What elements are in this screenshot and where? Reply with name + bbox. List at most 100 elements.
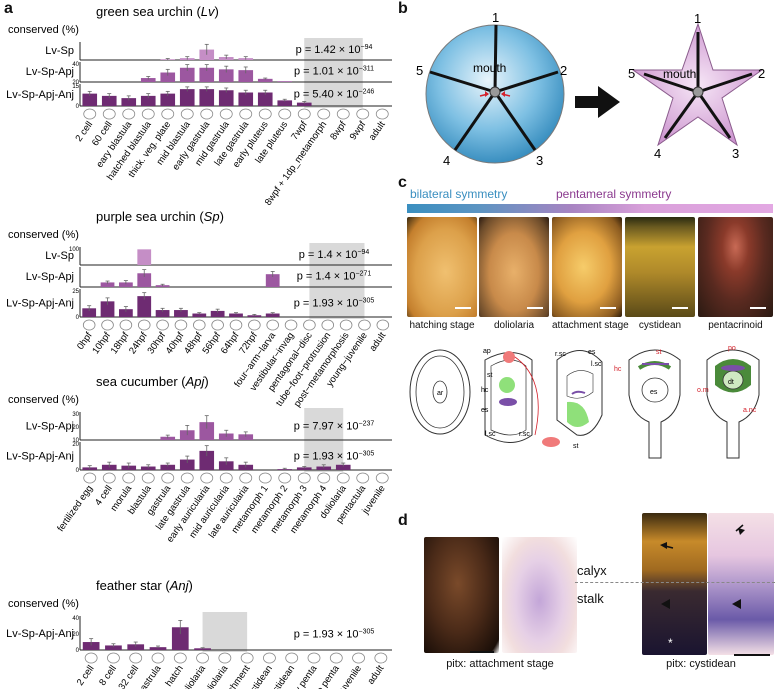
stage-icon <box>173 652 187 664</box>
stage-icon <box>239 472 253 484</box>
label-lsc: l.sc <box>591 361 602 368</box>
bar <box>229 313 243 317</box>
y-tick-label: 0 <box>76 104 80 110</box>
chart-title: feather star (Anj) <box>96 578 193 593</box>
category-label: adult <box>367 330 388 353</box>
category-label: doliolaria <box>199 663 230 689</box>
label-es: es <box>481 407 489 414</box>
stage-icon <box>376 319 390 331</box>
stalk-label: stalk <box>577 591 604 606</box>
mouth-label-left: mouth <box>473 61 506 75</box>
category-label: adult <box>365 663 386 686</box>
pentameral-symmetry-label: pentameral symmetry <box>556 187 672 201</box>
stage-icon <box>101 319 114 331</box>
category-label: 48hpf <box>182 330 205 356</box>
panel-letter-a: a <box>4 0 13 17</box>
bar <box>218 461 234 470</box>
stage-icon <box>141 108 155 120</box>
bar <box>265 313 280 317</box>
y-tick-label: 20 <box>72 80 79 86</box>
bar <box>192 313 207 317</box>
chart-title: sea cucumber (Apj) <box>96 374 209 389</box>
scale-bar <box>672 307 688 309</box>
stage-label-hatching: hatching stage <box>409 320 475 331</box>
category-label: adult <box>367 119 388 142</box>
stage-icon <box>317 108 331 120</box>
bar <box>179 67 195 82</box>
bar <box>238 92 254 106</box>
pitx-attachment-whole-photo <box>424 537 499 653</box>
radius-2-left: 2 <box>560 63 567 78</box>
y-axis-label: conserved (%) <box>8 394 79 406</box>
label-po: po <box>728 345 736 352</box>
label-st: st <box>487 372 493 379</box>
bar <box>238 434 254 440</box>
category-label: 8 cell <box>97 663 119 687</box>
radius-3-left: 3 <box>536 153 543 168</box>
scale-bar <box>527 307 543 309</box>
stage-icon <box>352 652 365 664</box>
y-tick-label: 40 <box>72 616 79 622</box>
label-om: o.m <box>697 387 709 394</box>
stage-icon <box>336 108 350 120</box>
scale-bar <box>470 651 494 653</box>
row-label: Lv-Sp <box>45 250 74 262</box>
chart-4: feather star (Anj) conserved (%) Lv-Sp-Apj… <box>6 578 392 689</box>
stage-icon <box>82 319 96 331</box>
stage-icon <box>122 472 136 484</box>
stage-icon <box>180 472 194 484</box>
label-es: es <box>650 389 658 396</box>
stage-icon <box>107 652 120 664</box>
row-label: Lv-Sp-Apj <box>26 271 74 283</box>
bar <box>160 436 176 440</box>
stage-icon <box>317 472 331 484</box>
stage-icon <box>240 652 254 664</box>
arrow-right-icon <box>575 86 620 118</box>
row-label: Lv-Sp-Apj <box>26 66 74 78</box>
label-st: st <box>573 443 579 450</box>
radius-4-right: 4 <box>654 146 661 161</box>
bar <box>199 450 215 470</box>
stage-icon <box>137 319 151 331</box>
bar <box>296 467 312 470</box>
radius-1-left: 1 <box>492 10 499 25</box>
stage-icon <box>219 472 233 484</box>
y-tick-label: 30 <box>72 412 79 418</box>
bar <box>257 78 273 82</box>
cystidean-photo <box>625 217 695 317</box>
bar <box>335 464 351 470</box>
stage-icon <box>122 108 136 120</box>
panel-letter-c: c <box>398 174 407 191</box>
y-tick-label: 25 <box>72 289 79 295</box>
p-value: p = 1.93 × 10−305 <box>294 628 375 640</box>
stage-icon <box>174 319 188 331</box>
symmetry-gradient-bar <box>407 204 773 213</box>
bar <box>160 464 176 470</box>
y-tick-label: 100 <box>69 247 80 253</box>
category-label: 56hpf <box>200 330 223 356</box>
stage-icon <box>321 319 335 331</box>
schematic-hatching: ar <box>409 349 471 435</box>
radius-4-left: 4 <box>443 153 450 168</box>
stage-icon <box>196 652 209 664</box>
stage-label-attachment: attachment stage <box>552 320 629 331</box>
y-tick-label: 20 <box>72 425 79 431</box>
panel-letter-d: d <box>398 512 408 529</box>
schematic-cystidean: st hc es <box>614 349 681 459</box>
schematic-pentacrinoid: po o.m dt a.nc <box>697 345 760 459</box>
stage-label-doliolaria: doliolaria <box>493 320 535 331</box>
bar <box>140 78 156 82</box>
label-hc: hc <box>614 366 622 373</box>
bar <box>100 301 115 317</box>
scale-bar <box>750 307 766 309</box>
y-tick-label: 40 <box>72 62 79 68</box>
star-diagram: mouth 1 2 3 4 5 <box>628 11 765 161</box>
chart-title: purple sea urchin (Sp) <box>96 209 224 224</box>
bar <box>296 102 312 106</box>
panel-c-schematics: ar ap st hc es l.sc r.sc r.sc es l.sc st… <box>409 345 760 459</box>
label-rsc: r.sc <box>519 431 530 438</box>
metamorphosis-shade <box>309 243 365 319</box>
category-label: 10hpf <box>90 330 113 356</box>
stage-icon <box>258 472 272 484</box>
label-st: st <box>656 349 662 356</box>
